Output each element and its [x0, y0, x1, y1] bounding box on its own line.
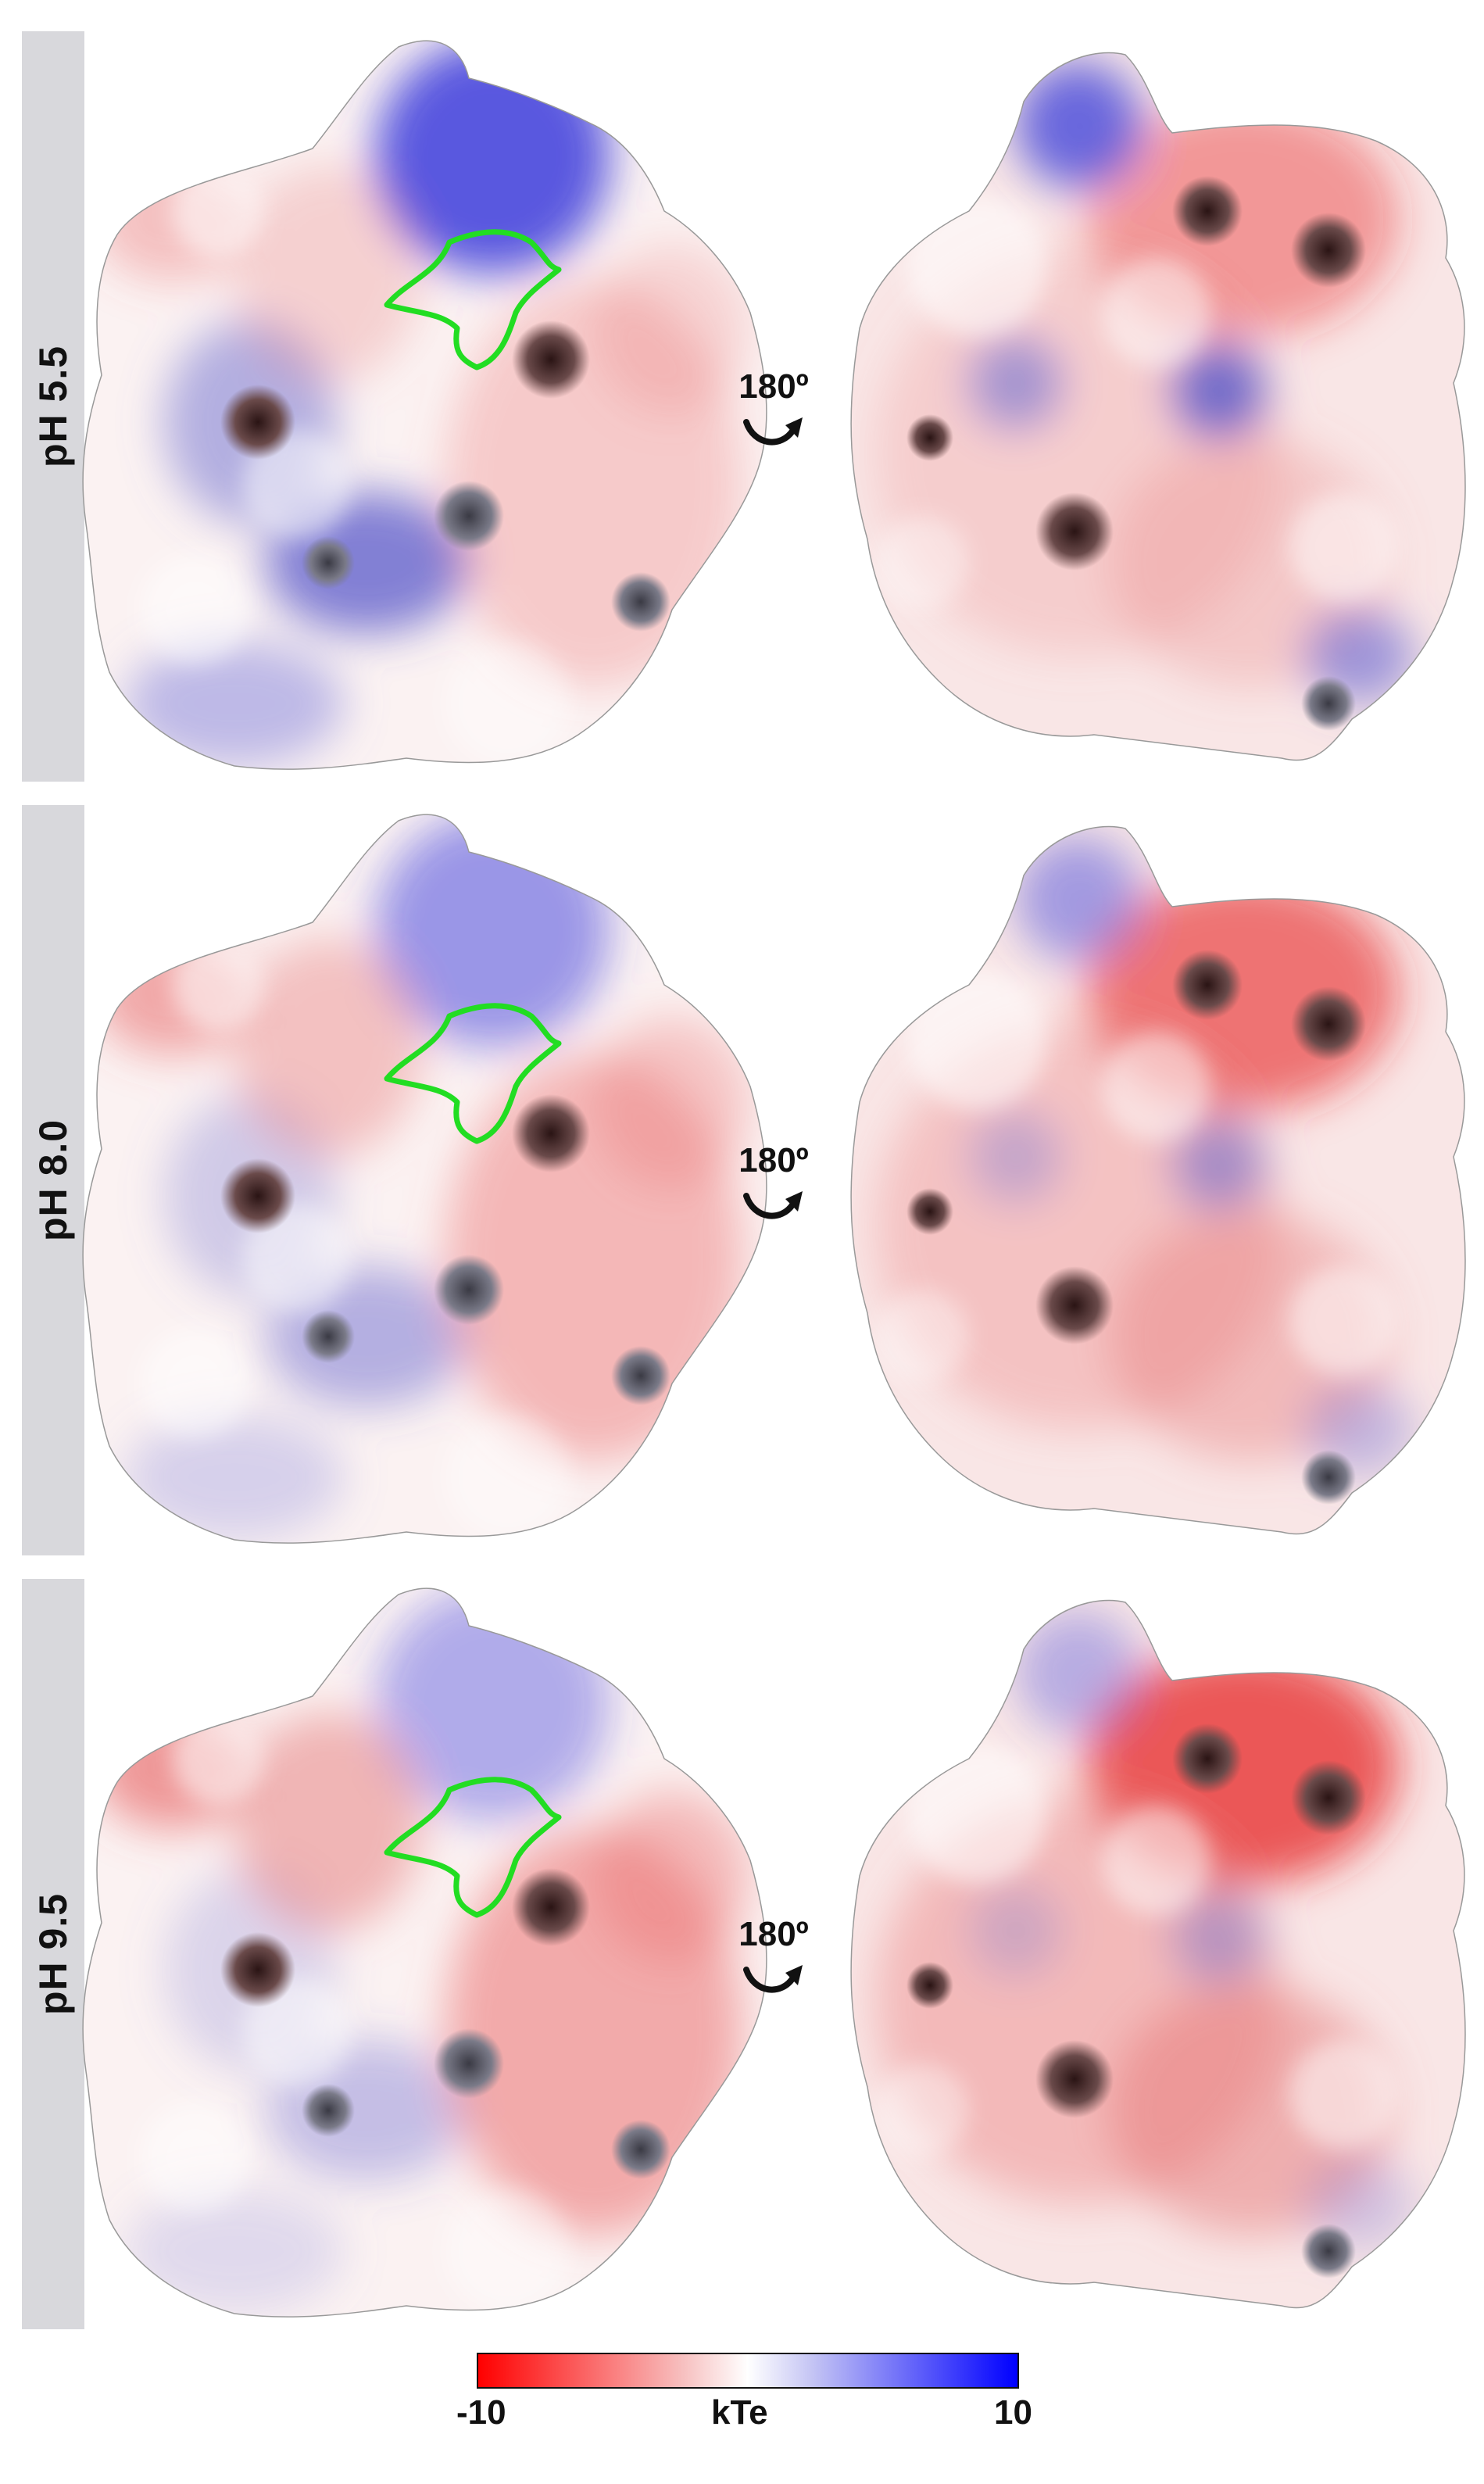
protein-surface-front [82, 1587, 767, 2318]
curved-arrow-icon [743, 417, 803, 446]
color-scale-bar [477, 2353, 1019, 2389]
legend-unit-label: kTe [711, 2393, 768, 2432]
legend-min-label: -10 [456, 2393, 506, 2432]
ph-label: pH 5.5 [22, 31, 84, 782]
panel-row-3: pH 9.5 [0, 1563, 1484, 2329]
rotation-label: 180º [738, 1915, 809, 1953]
protein-surface-front [82, 40, 767, 770]
ph-label: pH 9.5 [22, 1579, 84, 2329]
binding-site-outline [384, 1777, 562, 1918]
protein-surface-back [850, 52, 1466, 761]
rotation-indicator: 180º [731, 367, 817, 485]
curved-arrow-icon [743, 1191, 803, 1219]
curved-arrow-icon [743, 1965, 803, 1993]
protein-surface-back [850, 1599, 1466, 2309]
rotation-indicator: 180º [731, 1141, 817, 1258]
rotation-label: 180º [738, 367, 809, 406]
rotation-indicator: 180º [731, 1915, 817, 2032]
legend-max-label: 10 [994, 2393, 1032, 2432]
binding-site-outline [384, 229, 562, 370]
protein-surface-front [82, 814, 767, 1544]
panel-row-2: pH 8.0 [0, 789, 1484, 1555]
color-scale-legend: -10 kTe 10 [456, 2353, 1032, 2440]
ph-label: pH 8.0 [22, 805, 84, 1555]
protein-surface-back [850, 825, 1466, 1535]
binding-site-outline [384, 1003, 562, 1144]
rotation-label: 180º [738, 1141, 809, 1179]
panel-row-1: pH 5.5 [0, 16, 1484, 782]
